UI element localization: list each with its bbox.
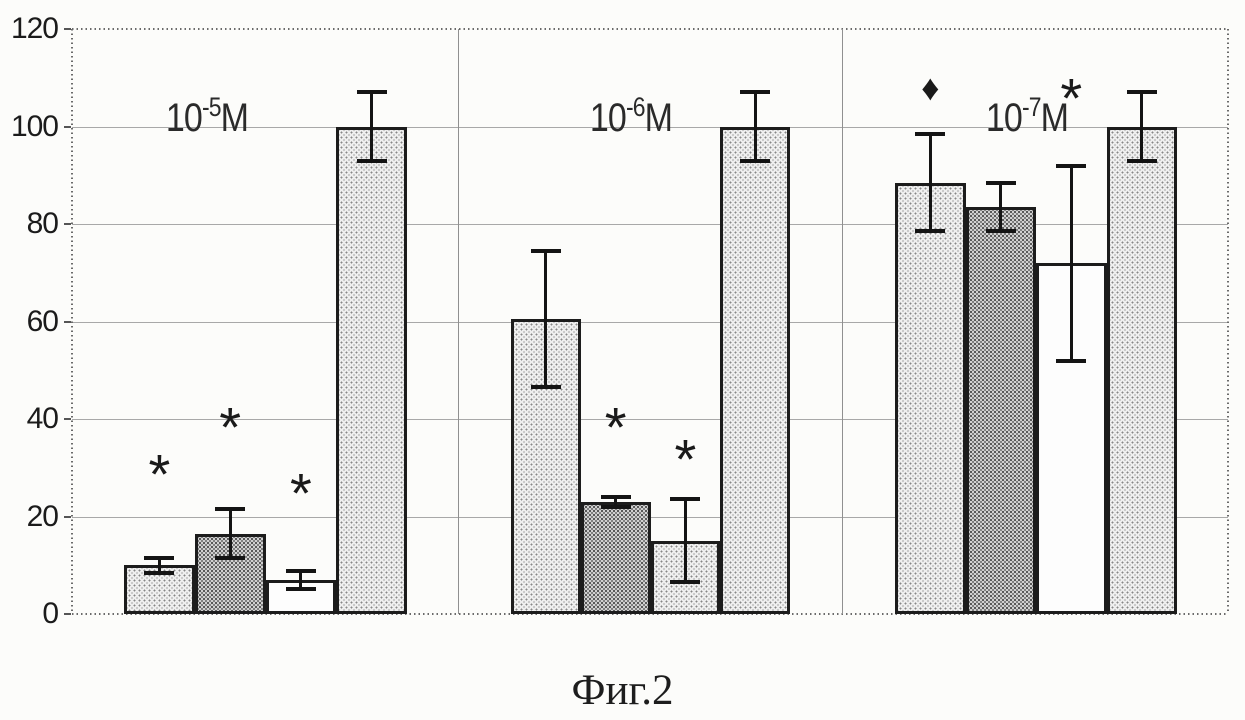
error-bar (1126, 158, 1157, 163)
error-bar (144, 555, 175, 560)
bar (511, 319, 581, 614)
bar (720, 126, 790, 614)
error-bar (600, 504, 631, 509)
gridline (72, 321, 1228, 323)
y-axis-tick-label: 40 (26, 402, 59, 435)
error-bar (753, 92, 757, 161)
error-bar (299, 571, 303, 589)
error-bar (144, 570, 175, 575)
concentration-label-part: M (220, 96, 249, 140)
error-bar (1056, 163, 1087, 168)
significance-asterisk-marker: * (219, 396, 242, 460)
y-axis-tick-label: 20 (26, 499, 59, 533)
concentration-label: 10-6M (589, 92, 673, 144)
error-bar (228, 509, 232, 558)
error-bar (285, 569, 316, 574)
y-axis-tick (64, 418, 71, 420)
bar (124, 565, 195, 614)
concentration-label-part: 10 (985, 96, 1023, 140)
plot-border (72, 28, 1228, 30)
y-axis-tick-label: 0 (42, 597, 59, 630)
error-bar (157, 557, 161, 573)
error-bar (544, 250, 548, 388)
error-bar (1069, 165, 1073, 361)
error-bar (740, 158, 771, 163)
error-bar (530, 385, 561, 390)
concentration-label-part: -5 (201, 92, 222, 122)
concentration-label-part: 10 (589, 96, 627, 140)
plot-border (72, 613, 1228, 615)
panel-divider (458, 29, 459, 614)
figure-caption: Фиг.2 (571, 667, 674, 714)
y-axis-tick-label: 100 (10, 109, 59, 143)
y-axis-line (71, 29, 73, 614)
y-axis-tick (64, 28, 71, 30)
significance-asterisk-marker: * (604, 396, 627, 460)
gridline (72, 419, 1228, 420)
panel-divider (842, 29, 843, 614)
gridline (72, 224, 1228, 225)
error-bar (356, 158, 387, 163)
bar (1106, 126, 1177, 614)
error-bar (985, 229, 1016, 234)
concentration-label: 10-5M (165, 92, 249, 144)
plot-border (1227, 29, 1229, 614)
concentration-label-part: -7 (1021, 92, 1042, 122)
concentration-label-part: -6 (625, 92, 646, 122)
error-bar (215, 507, 246, 512)
bar (895, 182, 966, 614)
significance-asterisk-marker: * (674, 427, 697, 491)
bar-chart: 0 20 40 60 80 100 120 10-5M * * * 10-6M * * 10-7M ♦ * (10, 12, 1229, 630)
y-axis-tick (64, 320, 71, 323)
error-bar (985, 180, 1016, 185)
error-bar (999, 182, 1003, 232)
y-axis-tick (64, 223, 71, 225)
error-bar (1140, 92, 1144, 161)
error-bar (370, 92, 374, 161)
y-axis-tick (64, 613, 71, 615)
bar (336, 126, 407, 614)
significance-asterisk-marker: * (1060, 67, 1083, 131)
error-bar (740, 90, 771, 95)
error-bar (215, 555, 246, 560)
significance-asterisk-marker: * (289, 461, 312, 525)
significance-diamond-marker: ♦ (921, 66, 940, 108)
bar (580, 501, 651, 614)
error-bar (915, 131, 946, 136)
y-axis-tick (64, 515, 71, 518)
error-bar (530, 248, 561, 253)
error-bar (1126, 90, 1157, 95)
significance-asterisk-marker: * (148, 442, 171, 506)
error-bar (928, 133, 932, 232)
error-bar (915, 229, 946, 234)
y-axis-tick-label: 80 (26, 207, 59, 240)
bar (965, 206, 1036, 614)
error-bar (356, 90, 387, 95)
error-bar (285, 586, 316, 591)
error-bar (614, 497, 618, 507)
gridline (72, 126, 1228, 128)
concentration-label: 10-7M (985, 92, 1069, 144)
error-bar (670, 580, 701, 585)
concentration-label-part: 10 (165, 96, 203, 140)
concentration-label-part: M (644, 96, 673, 140)
error-bar (1056, 358, 1087, 363)
error-bar (670, 497, 701, 502)
error-bar (683, 499, 687, 583)
y-axis-tick (64, 125, 71, 128)
concentration-label-part: M (1040, 96, 1069, 140)
y-axis-tick-label: 120 (10, 12, 59, 45)
y-axis-tick-label: 60 (26, 304, 59, 338)
error-bar (600, 495, 631, 499)
